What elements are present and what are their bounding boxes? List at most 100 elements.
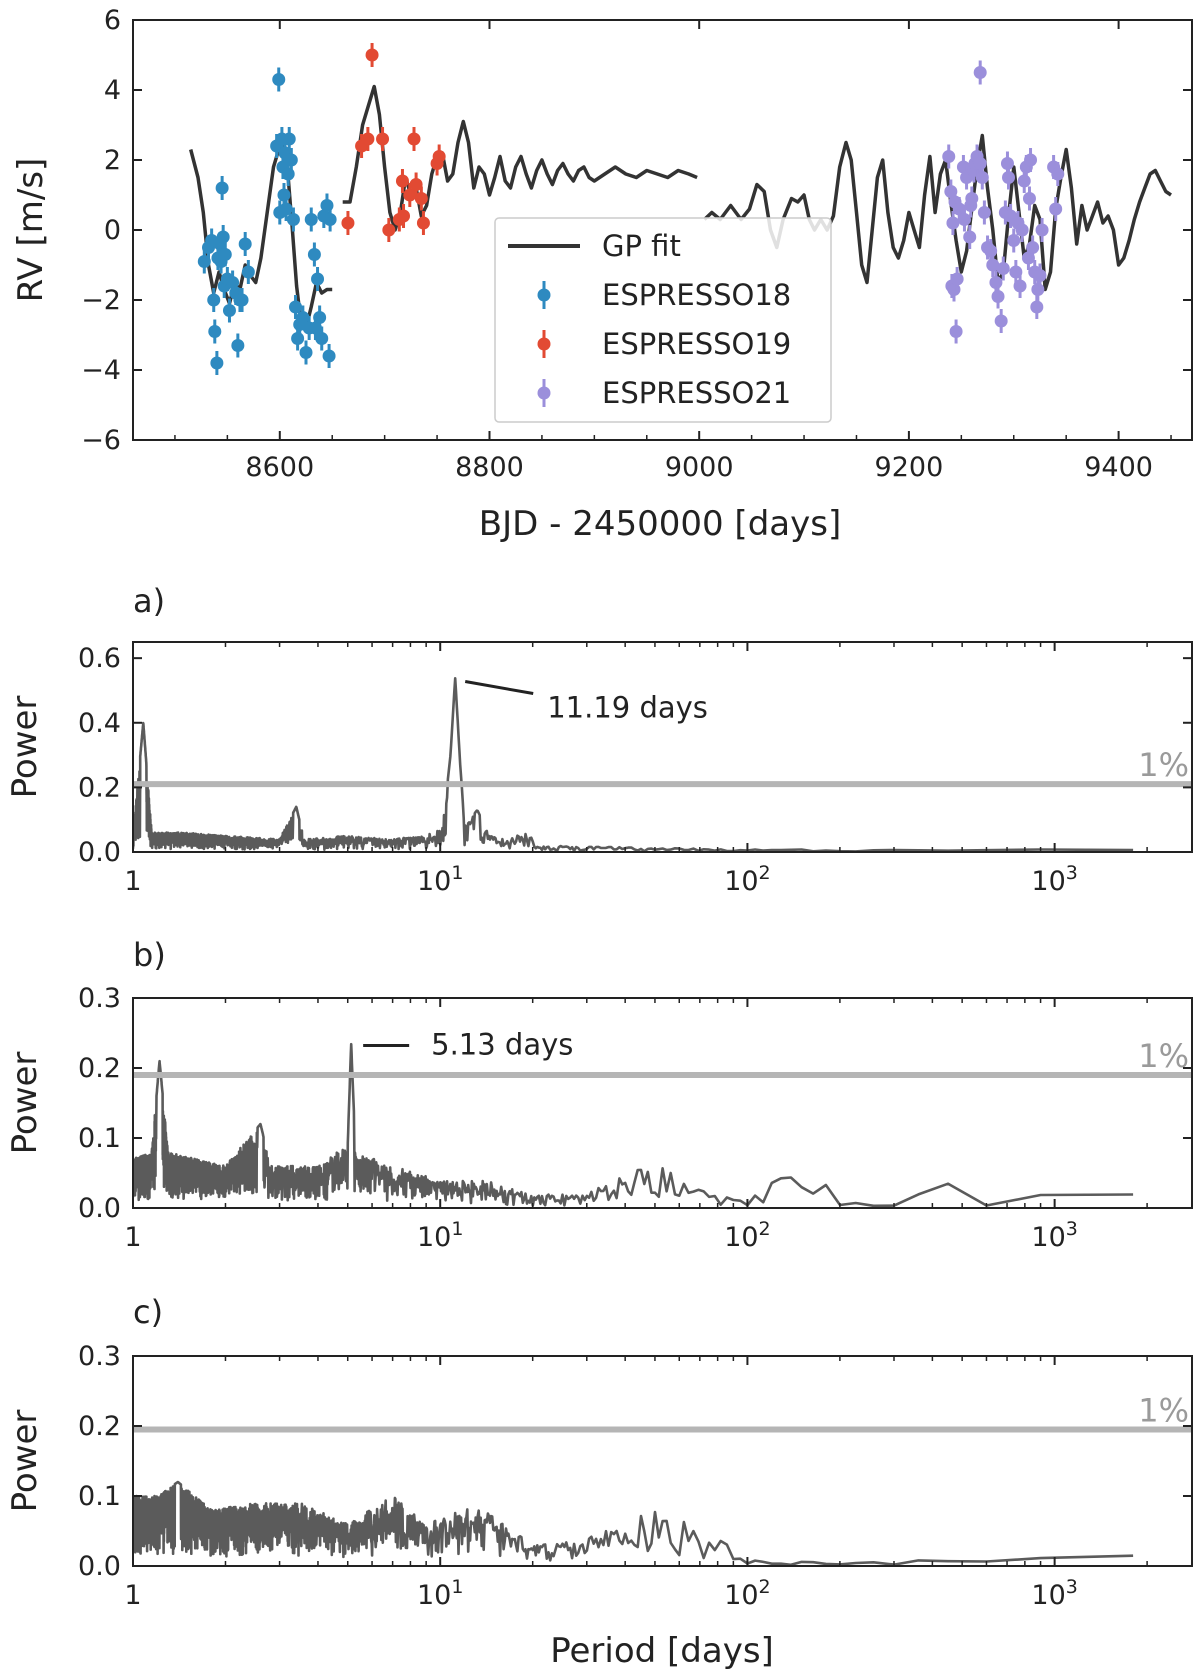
espresso18-point [231, 339, 245, 352]
y-axis-label: Power [5, 1052, 45, 1155]
x-tick-label: 102 [724, 1576, 770, 1611]
espresso21-point [1022, 192, 1036, 205]
espresso18-point [235, 293, 249, 307]
espresso21-point [1026, 241, 1040, 254]
legend-label: ESPRESSO19 [602, 327, 791, 361]
espresso21-point [991, 290, 1005, 303]
espresso18-point [208, 325, 222, 338]
espresso21-point [1015, 223, 1029, 237]
periodogram-a: 1% 11.19 days 0.0 0.2 0.4 0.6 1 101 102 103 a) Powe… [5, 582, 1193, 897]
espresso18-point [277, 188, 291, 202]
espresso21-point [1031, 283, 1045, 296]
espresso21-point [965, 192, 979, 205]
espresso21-point [984, 244, 998, 258]
x-tick-label: 1 [124, 1580, 141, 1611]
y-axis-label: Power [5, 696, 45, 799]
periodogram-frame [132, 1355, 1193, 1567]
x-tick-label: 103 [1031, 1218, 1077, 1253]
espresso19-point [341, 216, 355, 230]
legend: GP fit ESPRESSO18 ESPRESSO19 ESPRESSO21 [494, 217, 832, 423]
espresso18-point [210, 356, 224, 370]
x-tick-label: 9400 [1084, 452, 1153, 483]
gp-fit-line [342, 84, 698, 232]
espresso19-point [432, 150, 446, 163]
espresso18-point [323, 213, 337, 226]
x-tick-label: 101 [417, 1218, 463, 1253]
legend-label: ESPRESSO21 [602, 376, 791, 410]
x-tick-label: 103 [1031, 862, 1077, 897]
annotation-label: 11.19 days [547, 691, 708, 725]
espresso19-point [409, 178, 423, 191]
espresso19-point [407, 132, 421, 146]
espresso18-point [315, 332, 329, 345]
y-tick-label: 0.3 [78, 983, 121, 1014]
espresso21-point [973, 66, 987, 79]
y-axis-label: RV [m/s] [11, 158, 51, 303]
annotation-label: 5.13 days [431, 1028, 573, 1062]
x-tick-label: 101 [417, 1576, 463, 1611]
espresso18-point [291, 332, 305, 345]
annotation-pointer [464, 680, 534, 696]
x-tick-label: 1 [124, 866, 141, 897]
espresso18-point [218, 248, 232, 261]
espresso21-point [975, 171, 989, 184]
espresso18-point [284, 153, 298, 167]
espresso19-point [365, 48, 379, 62]
x-tick-label: 103 [1031, 1576, 1077, 1611]
y-tick-label: 0.0 [78, 1193, 121, 1224]
espresso18-point [322, 349, 336, 363]
legend-marker-swatch [537, 337, 551, 351]
y-tick-label: 6 [104, 5, 121, 36]
periodogram-frame [132, 641, 1193, 853]
espresso18-point [282, 132, 296, 146]
gp-fit-line [703, 133, 1172, 292]
espresso18-point [286, 213, 300, 226]
espresso21-point [1000, 157, 1014, 170]
espresso21-point [1051, 167, 1065, 181]
x-tick-label: 9000 [665, 452, 734, 483]
y-tick-label: 0.2 [78, 1053, 121, 1084]
y-tick-label: 0.3 [78, 1341, 121, 1372]
panel-label: b) [133, 936, 166, 974]
espresso21-point [957, 213, 971, 226]
espresso21-point [1035, 223, 1049, 237]
y-tick-label: 2 [104, 145, 121, 176]
espresso19-point [397, 209, 411, 223]
legend-label: GP fit [602, 229, 681, 263]
periodogram-c: 1% 0.0 0.1 0.2 0.3 1 101 102 103 c) Power Period [d… [5, 1293, 1193, 1671]
y-tick-label: 0.1 [78, 1123, 121, 1154]
x-tick-label: 101 [417, 862, 463, 897]
fap-label: 1% [1138, 1037, 1189, 1075]
fap-label: 1% [1138, 746, 1189, 784]
x-axis-label: BJD - 2450000 [days] [479, 504, 841, 544]
y-tick-label: −6 [81, 425, 121, 456]
espresso19-point [416, 216, 430, 230]
periodogram-line [133, 1042, 1134, 1208]
y-tick-label: 0.4 [78, 708, 121, 739]
y-tick-label: −2 [81, 285, 121, 316]
y-tick-label: 0.2 [78, 772, 121, 803]
espresso18-point [299, 346, 313, 359]
x-tick-label: 102 [724, 862, 770, 897]
periodogram-b: 1% 5.13 days 0.0 0.1 0.2 0.3 1 101 102 103 b) Power [5, 936, 1193, 1253]
x-axis-label: Period [days] [550, 1631, 774, 1671]
espresso18-point [311, 272, 325, 286]
legend-marker-swatch [537, 288, 551, 302]
espresso19-point [382, 223, 396, 237]
espresso18-point [279, 202, 293, 216]
espresso19-point [376, 132, 390, 146]
espresso18-point [304, 213, 318, 226]
espresso19-point [395, 174, 409, 188]
x-tick-label: 1 [124, 1222, 141, 1253]
legend-label: ESPRESSO18 [602, 278, 791, 312]
espresso21-point [949, 325, 963, 338]
y-axis-label: Power [5, 1410, 45, 1513]
espresso21-point [1007, 234, 1021, 247]
espresso21-point [1024, 153, 1038, 167]
legend-box [494, 217, 832, 423]
x-tick-label: 102 [724, 1218, 770, 1253]
espresso18-point [272, 73, 286, 86]
panel-label: a) [133, 582, 165, 620]
espresso18-point [307, 248, 321, 261]
